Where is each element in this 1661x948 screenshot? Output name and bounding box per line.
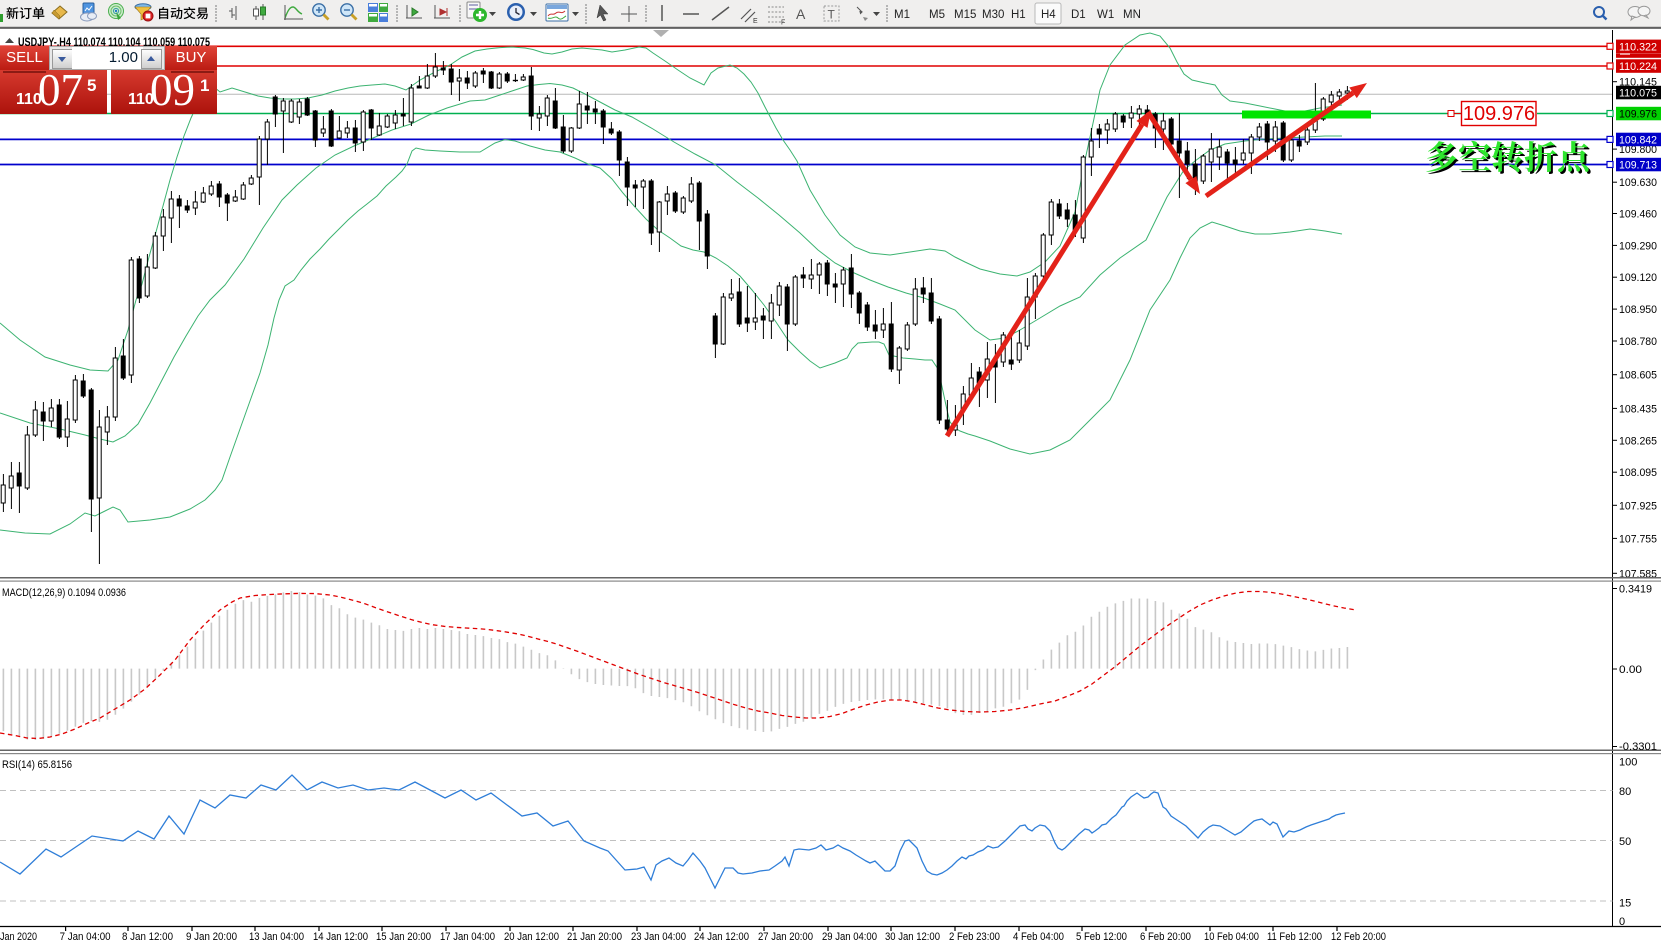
svg-text:D1: D1 (1071, 9, 1086, 21)
svg-text:21 Jan 20:00: 21 Jan 20:00 (567, 931, 622, 943)
svg-text:0.00: 0.00 (1619, 664, 1642, 676)
svg-text:5 Feb 12:00: 5 Feb 12:00 (1076, 931, 1127, 943)
svg-text:Jan 2020: Jan 2020 (0, 931, 37, 943)
svg-text:M15: M15 (954, 9, 976, 21)
svg-text:109.976: 109.976 (1619, 109, 1657, 121)
svg-text:108.780: 108.780 (1619, 336, 1657, 348)
svg-text:108.950: 108.950 (1619, 304, 1657, 316)
svg-text:17 Jan 04:00: 17 Jan 04:00 (440, 931, 495, 943)
svg-text:109.976: 109.976 (1463, 103, 1535, 125)
svg-text:15: 15 (1619, 897, 1631, 909)
svg-text:20 Jan 12:00: 20 Jan 12:00 (504, 931, 559, 943)
svg-text:M30: M30 (982, 9, 1004, 21)
svg-text:109.460: 109.460 (1619, 209, 1657, 221)
svg-text:11 Feb 12:00: 11 Feb 12:00 (1267, 931, 1322, 943)
svg-text:29 Jan 04:00: 29 Jan 04:00 (822, 931, 877, 943)
svg-text:10 Feb 04:00: 10 Feb 04:00 (1204, 931, 1259, 943)
svg-text:W1: W1 (1097, 9, 1114, 21)
svg-text:7 Jan 04:00: 7 Jan 04:00 (60, 931, 111, 943)
svg-text:-0.3301: -0.3301 (1619, 741, 1657, 753)
svg-text:107.755: 107.755 (1619, 533, 1657, 545)
svg-text:6 Feb 20:00: 6 Feb 20:00 (1140, 931, 1191, 943)
svg-text:109.842: 109.842 (1619, 135, 1657, 147)
svg-text:13 Jan 04:00: 13 Jan 04:00 (249, 931, 304, 943)
svg-text:USDJPY-,H4 110.074 110.104 11: USDJPY-,H4 110.074 110.104 110.059 110.0… (18, 35, 210, 49)
svg-text:9 Jan 20:00: 9 Jan 20:00 (186, 931, 237, 943)
svg-text:MN: MN (1123, 9, 1141, 21)
svg-text:108.435: 108.435 (1619, 403, 1657, 415)
svg-text:109.120: 109.120 (1619, 272, 1657, 284)
svg-text:110.224: 110.224 (1619, 61, 1657, 73)
svg-text:0: 0 (1619, 916, 1625, 928)
svg-text:RSI(14) 65.8156: RSI(14) 65.8156 (2, 759, 72, 771)
svg-text:109.630: 109.630 (1619, 177, 1657, 189)
svg-text:0.3419: 0.3419 (1619, 584, 1652, 596)
svg-text:14 Jan 12:00: 14 Jan 12:00 (313, 931, 368, 943)
svg-text:110.145: 110.145 (1619, 77, 1657, 89)
svg-text:110.322: 110.322 (1619, 42, 1657, 54)
svg-text:15 Jan 20:00: 15 Jan 20:00 (376, 931, 431, 943)
svg-text:F: F (781, 20, 785, 27)
svg-text:30 Jan 12:00: 30 Jan 12:00 (885, 931, 940, 943)
svg-text:E: E (753, 18, 758, 25)
svg-text:4 Feb 04:00: 4 Feb 04:00 (1013, 931, 1064, 943)
svg-text:8 Jan 12:00: 8 Jan 12:00 (122, 931, 173, 943)
svg-text:27 Jan 20:00: 27 Jan 20:00 (758, 931, 813, 943)
svg-text:108.095: 108.095 (1619, 467, 1657, 479)
svg-text:24 Jan 12:00: 24 Jan 12:00 (694, 931, 749, 943)
svg-text:109.290: 109.290 (1619, 240, 1657, 252)
svg-text:80: 80 (1619, 786, 1631, 798)
svg-text:MACD(12,26,9) 0.1094 0.0936: MACD(12,26,9) 0.1094 0.0936 (2, 587, 126, 599)
svg-text:M5: M5 (929, 9, 945, 21)
svg-text:2 Feb 23:00: 2 Feb 23:00 (949, 931, 1000, 943)
svg-text:110.075: 110.075 (1619, 88, 1657, 100)
svg-text:A: A (796, 6, 806, 22)
svg-text:H1: H1 (1011, 9, 1026, 21)
svg-text:12 Feb 20:00: 12 Feb 20:00 (1331, 931, 1386, 943)
svg-text:108.605: 108.605 (1619, 370, 1657, 382)
svg-text:109.713: 109.713 (1619, 160, 1657, 172)
svg-text:50: 50 (1619, 836, 1631, 848)
svg-text:23 Jan 04:00: 23 Jan 04:00 (631, 931, 686, 943)
svg-text:T: T (828, 8, 836, 22)
svg-text:107.925: 107.925 (1619, 500, 1657, 512)
svg-text:109.800: 109.800 (1619, 144, 1657, 156)
svg-text:H4: H4 (1041, 9, 1056, 21)
svg-text:M1: M1 (894, 9, 910, 21)
svg-text:108.265: 108.265 (1619, 435, 1657, 447)
svg-text:100: 100 (1619, 757, 1637, 769)
